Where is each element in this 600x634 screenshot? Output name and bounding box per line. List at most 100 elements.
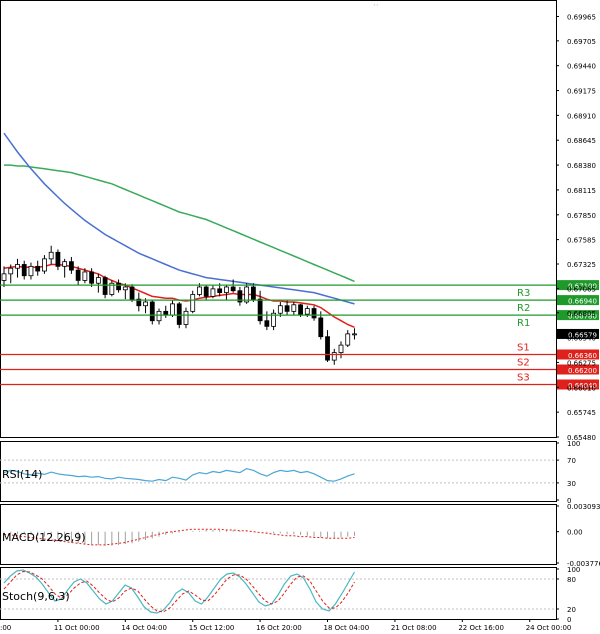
candle-bull (304, 308, 310, 315)
candle-bull (122, 286, 128, 291)
candle-bear (311, 308, 317, 319)
candle-bear (55, 251, 61, 267)
candle-bull (8, 267, 14, 275)
level-price-label: 0.66040 (568, 382, 597, 390)
rsi-tick-label: 100 (567, 440, 580, 448)
price-tick-label: 0.68380 (567, 162, 596, 170)
price-tick-label: 0.69965 (567, 13, 596, 21)
price-tick-label: 0.65745 (567, 409, 596, 417)
price-tick-label: 0.69440 (567, 63, 596, 71)
candle-bear (284, 305, 290, 312)
candle-bull (95, 277, 101, 284)
candle-bear (318, 317, 324, 338)
level-price-label: 0.66360 (568, 352, 597, 360)
price-tick-label: 0.66540 (567, 335, 596, 343)
candle-bull (277, 305, 283, 314)
candle-bear (176, 303, 182, 325)
candle-bull (1, 273, 7, 281)
candle-bull (352, 333, 357, 336)
candle-bear (116, 282, 121, 291)
macd-signal-line (3, 528, 355, 546)
level-price-tag-s2 (557, 364, 599, 375)
candle-bull (28, 265, 34, 277)
candle-bull (210, 288, 216, 297)
time-tick-label: 15 Oct 12:00 (189, 624, 235, 632)
macd-tick-label: 0.00 (567, 529, 583, 537)
candle-bear (75, 269, 81, 281)
price-tick-label: 0.65480 (567, 434, 596, 442)
candle-bear (230, 286, 236, 292)
level-name-s1: S1 (517, 342, 530, 353)
main-price-pane (0, 0, 557, 438)
candle-bear (250, 286, 256, 300)
candle-bear (35, 265, 41, 272)
candle-bear (237, 290, 243, 303)
rsi-line (3, 467, 355, 482)
level-price-label: 0.66780 (568, 313, 597, 321)
candle-bear (69, 261, 74, 271)
level-name-r1: R1 (517, 318, 530, 329)
time-tick-label: 24 Oct 00:00 (526, 624, 572, 632)
rsi-tick-label: 30 (567, 480, 576, 488)
candle-bear (89, 271, 95, 284)
price-tick-label: 0.66010 (567, 384, 596, 392)
candle-bull (291, 304, 297, 312)
time-tick-label: 18 Oct 04:00 (324, 624, 370, 632)
level-price-label: 0.66200 (568, 367, 597, 375)
candle-bull (62, 261, 68, 267)
level-name-s3: S3 (517, 372, 530, 383)
ma-mid-line (3, 132, 355, 305)
rsi-tick-label: 70 (567, 457, 576, 465)
current-price-label: 0.66579 (568, 331, 597, 339)
chart-menu-dots[interactable]: ·· (373, 1, 379, 11)
candle-bull (143, 301, 148, 307)
candle-bull (190, 294, 196, 312)
candle-bear (298, 304, 303, 315)
time-tick-label: :00 (0, 624, 11, 632)
candle-bull (156, 310, 162, 322)
stoch-signal-line (3, 570, 355, 613)
level-price-label: 0.66940 (568, 298, 597, 306)
candle-bull (197, 286, 202, 295)
level-name-r2: R2 (517, 303, 530, 314)
candle-bear (257, 298, 263, 322)
candle-bear (264, 320, 270, 327)
candle-bull (48, 251, 54, 260)
level-name-r3: R3 (517, 288, 530, 299)
macd-tick-label: 0.003093 (567, 503, 600, 511)
price-tick-label: 0.67065 (567, 285, 596, 293)
price-tick-label: 0.69705 (567, 38, 596, 46)
candle-bull (15, 264, 20, 269)
price-tick-label: 0.69175 (567, 88, 596, 96)
candle-bull (109, 282, 115, 295)
candle-bull (244, 286, 250, 303)
level-price-tag-r2 (557, 295, 599, 306)
candle-bull (224, 286, 229, 294)
level-price-tag-s3 (557, 379, 599, 390)
candle-bear (129, 286, 135, 300)
candle-bear (203, 286, 209, 297)
price-tick-label: 0.67585 (567, 237, 596, 245)
candle-bull (271, 312, 277, 327)
time-tick-label: 21 Oct 08:00 (391, 624, 437, 632)
candle-bull (183, 310, 189, 325)
price-tick-label: 0.68645 (567, 137, 596, 145)
time-tick-label: 14 Oct 04:00 (121, 624, 167, 632)
macd-tick-label: -0.003776 (567, 560, 600, 568)
rsi-label: RSI(14) (2, 468, 42, 481)
candle-bull (42, 258, 47, 272)
candle-bear (136, 298, 142, 307)
level-price-label: 0.67100 (568, 283, 597, 291)
stoch-tick-label: 20 (567, 606, 576, 614)
price-tick-label: 0.68115 (567, 187, 596, 195)
level-price-tag-s1 (557, 349, 599, 360)
candle-bull (345, 333, 351, 346)
candle-bull (338, 344, 344, 354)
time-tick-label: 11 Oct 00:00 (54, 624, 100, 632)
stoch-tick-label: 0 (567, 616, 571, 624)
time-tick-label: 22 Oct 16:00 (458, 624, 504, 632)
candle-bear (217, 288, 223, 294)
stoch-tick-label: 80 (567, 576, 576, 584)
candle-bear (325, 336, 330, 361)
stoch-tick-label: 100 (567, 566, 580, 574)
